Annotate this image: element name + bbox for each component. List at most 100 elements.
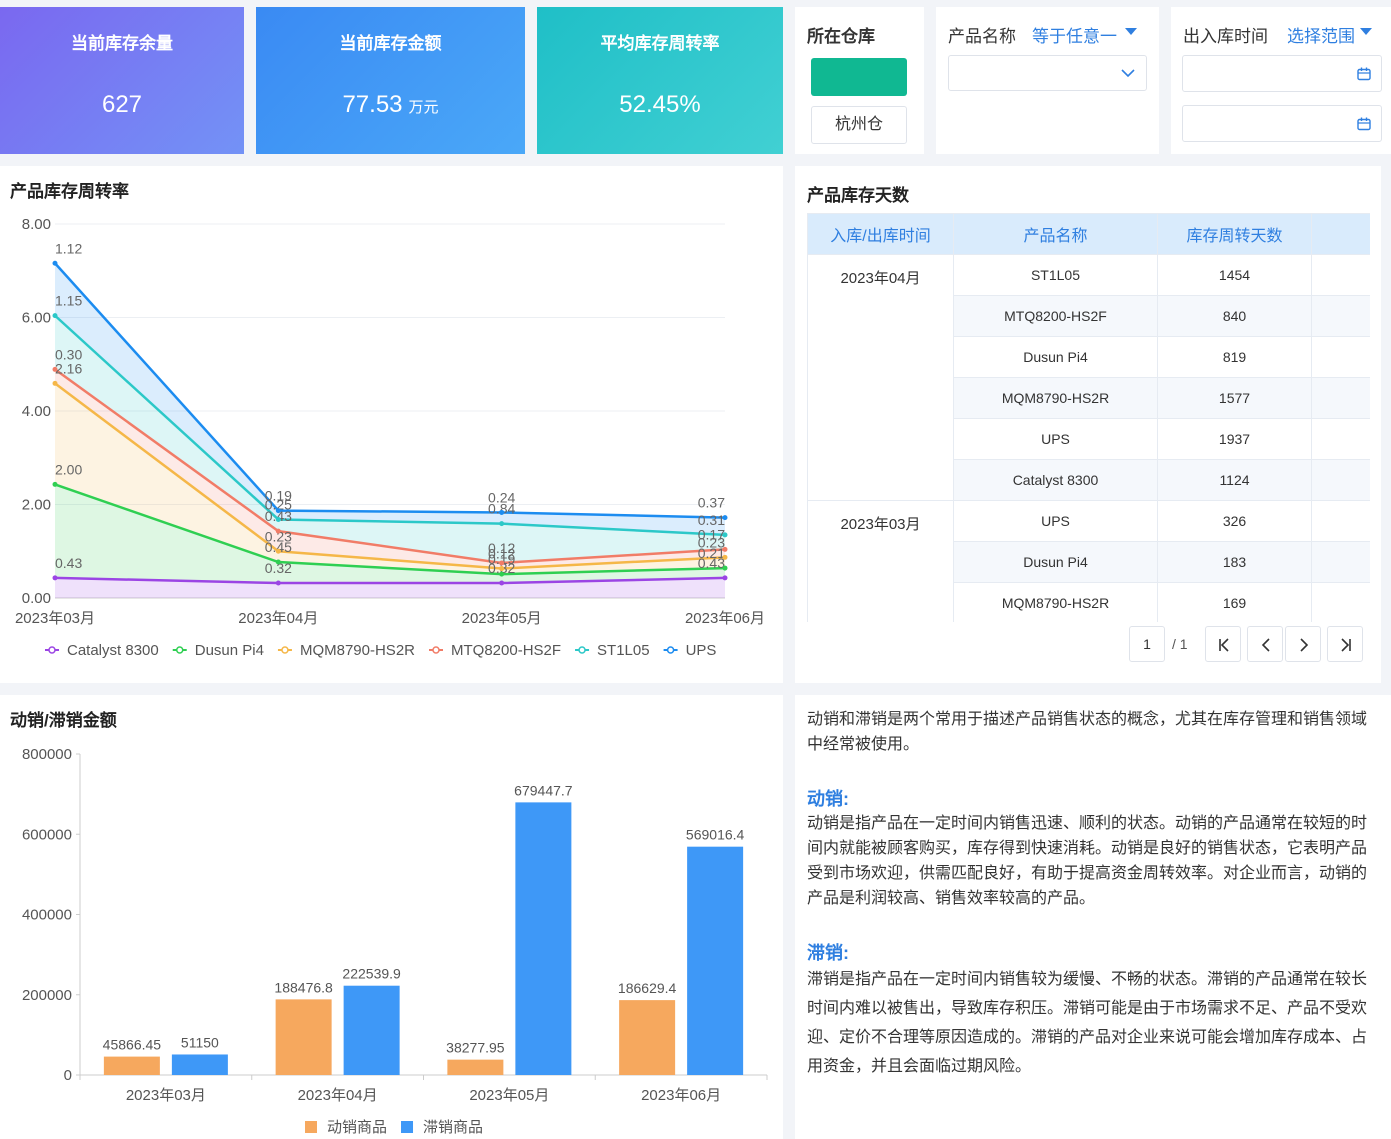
warehouse-option[interactable]: 杭州仓 [811,106,907,144]
bar-chart: 动销/滞销金额 0 200000 400000 600000 800000 2023年03… [0,695,783,1139]
blank-cell [1311,500,1370,542]
data-label: 0.24 [488,489,515,505]
data-point [499,521,505,527]
days-cell: 1937 [1157,418,1312,460]
table-panel: 产品库存天数 入库/出库时间 产品名称 库存周转天数 2023年04月 ST1L05 1… [795,166,1381,683]
y-tick-label: 0 [64,1067,72,1084]
legend-marker [175,646,184,654]
blank-cell [1311,582,1370,622]
filter-operator[interactable]: 选择范围 [1287,27,1355,46]
data-point [52,575,58,581]
data-point [499,566,505,572]
table-row: MTQ8200-HS2F 840 [808,295,1370,337]
legend-marker [281,646,289,654]
bar [275,999,332,1075]
data-point [52,260,58,266]
data-label: 222539.9 [342,966,401,982]
bar [447,1059,504,1075]
dropdown-arrow[interactable] [1359,27,1373,37]
page-input[interactable]: 1 [1129,626,1165,662]
bar [619,1000,676,1075]
filter-label: 产品名称 [948,27,1016,46]
last-page-button[interactable] [1327,626,1363,662]
legend-marker [432,646,440,654]
table-header: 入库/出库时间 产品名称 库存周转天数 [807,213,1370,255]
data-label: 1.15 [55,293,82,309]
data-label: 0.19 [488,551,515,567]
filter-operator[interactable]: 等于任意一 [1032,27,1117,46]
first-page-button[interactable] [1205,626,1241,662]
next-page-button[interactable] [1285,626,1321,662]
y-tick-label: 0.00 [22,590,51,607]
series-area [55,484,725,584]
data-label: 0.84 [488,501,515,517]
data-point [722,515,728,521]
kpi-card: 平均库存周转率 52.45% [537,7,783,154]
bar [103,1056,160,1075]
y-tick-label: 400000 [22,907,72,924]
data-label: 188476.8 [274,979,333,995]
y-tick-label: 8.00 [22,216,51,233]
kpi-value: 627 [101,91,143,118]
time-filter: 出入库时间 选择范围 [1171,7,1391,154]
table-row: Dusun Pi4 183 [808,541,1370,583]
days-cell: 1577 [1157,377,1312,419]
table-row: Catalyst 8300 1124 [808,459,1370,501]
legend-label: Catalyst 8300 [67,642,159,659]
dropdown-arrow[interactable] [1124,27,1138,37]
y-tick-label: 200000 [22,987,72,1004]
data-point [52,380,58,386]
series-line [54,576,726,585]
section-heading: 滞销: [807,943,849,963]
blank-cell [1311,377,1370,419]
panel-title: 产品库存天数 [807,186,909,205]
time-cell: 2023年03月 [807,500,954,622]
kpi-card: 当前库存金额 77.53 万元 [256,7,525,154]
legend-label: Dusun Pi4 [195,642,264,659]
kpi-title: 平均库存周转率 [600,34,720,53]
series-line [54,368,726,565]
product-cell: MQM8790-HS2R [953,582,1158,622]
date-input[interactable] [1182,105,1382,142]
x-tick-label: 2023年06月 [641,1087,721,1104]
data-point [722,532,728,538]
y-tick-label: 800000 [22,746,72,763]
series-area [55,369,725,569]
days-cell: 819 [1157,336,1312,378]
chart-title: 产品库存周转率 [10,181,129,201]
data-point [275,508,281,514]
data-label: 0.32 [265,560,292,576]
product-select[interactable] [948,55,1147,91]
days-cell: 1454 [1157,254,1312,296]
page-total: / 1 [1172,636,1188,652]
y-tick-label: 4.00 [22,403,51,420]
days-cell: 183 [1157,541,1312,583]
data-label: 0.17 [698,526,725,542]
table-row: Dusun Pi4 819 [808,336,1370,378]
column-header-blank [1311,213,1370,255]
data-label: 38277.95 [446,1040,505,1056]
prev-page-button[interactable] [1247,626,1283,662]
column-header: 入库/出库时间 [807,213,954,255]
data-label: 569016.4 [686,827,745,843]
data-label: 0.43 [55,555,82,571]
product-cell: Dusun Pi4 [953,541,1158,583]
chevron-icon [1121,69,1135,78]
calendar-icon [1357,67,1371,81]
days-cell: 169 [1157,582,1312,622]
data-point [499,509,505,515]
data-point [275,528,281,534]
data-point [722,575,728,581]
product-cell: UPS [953,418,1158,460]
data-label: 2.00 [55,461,82,477]
product-cell: MTQ8200-HS2F [953,295,1158,337]
product-cell: UPS [953,500,1158,542]
selected-button[interactable] [811,58,907,96]
date-input[interactable] [1182,55,1382,92]
product-cell: MQM8790-HS2R [953,377,1158,419]
filter-label: 所在仓库 [807,27,875,46]
data-label: 0.31 [698,512,725,528]
legend-label: MTQ8200-HS2F [451,642,561,659]
blank-cell [1311,254,1370,296]
data-label: 0.12 [488,540,515,556]
